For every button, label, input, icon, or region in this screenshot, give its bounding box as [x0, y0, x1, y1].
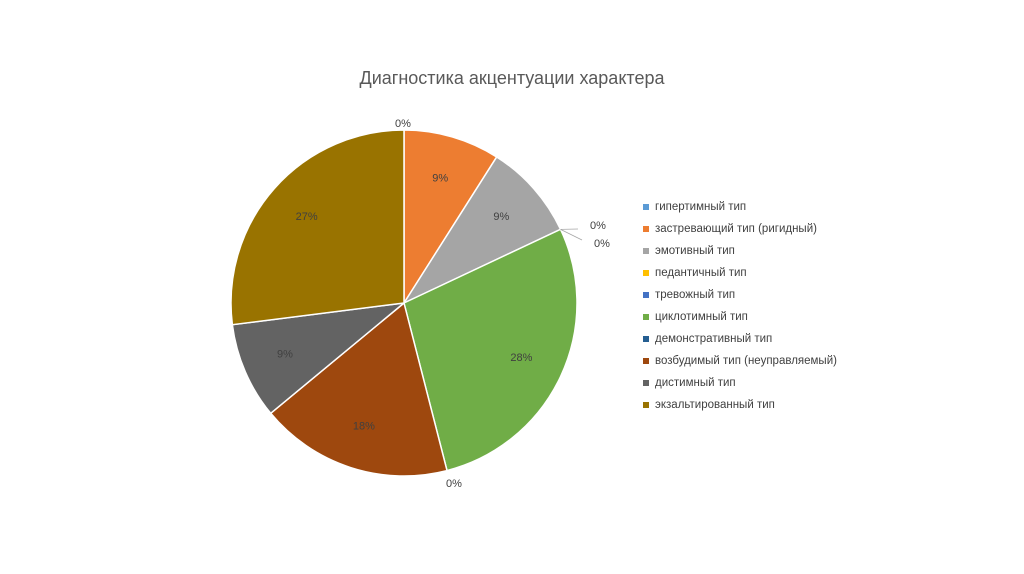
- legend-label: возбудимый тип (неуправляемый): [655, 355, 837, 367]
- legend-swatch: [643, 248, 649, 254]
- pie-slice: [403, 228, 578, 472]
- legend-item: экзальтированный тип: [643, 394, 837, 416]
- legend-label: эмотивный тип: [655, 245, 735, 257]
- legend-swatch: [643, 204, 649, 210]
- legend-swatch: [643, 314, 649, 320]
- data-label: 0%: [590, 220, 606, 232]
- pie-slice: [230, 129, 405, 326]
- legend-label: демонстративный тип: [655, 333, 773, 345]
- data-labels: 0% 9% 9% 0% 0% 28% 0% 18% 9% 27%: [277, 118, 610, 490]
- legend-label: циклотимный тип: [655, 311, 748, 323]
- leader-lines: [560, 228, 583, 241]
- legend-label: застревающий тип (ригидный): [655, 223, 817, 235]
- data-label: 0%: [594, 238, 610, 250]
- legend-label: педантичный тип: [655, 267, 747, 279]
- legend-item: дистимный тип: [643, 372, 837, 394]
- pie-slice: [231, 301, 407, 415]
- data-label: 18%: [353, 420, 375, 432]
- data-label: 27%: [296, 211, 318, 223]
- legend-item: возбудимый тип (неуправляемый): [643, 350, 837, 372]
- data-label: 0%: [395, 118, 411, 130]
- legend-item: эмотивный тип: [643, 240, 837, 262]
- legend-swatch: [643, 270, 649, 276]
- legend-item: циклотимный тип: [643, 306, 837, 328]
- legend-item: педантичный тип: [643, 262, 837, 284]
- pie-slices: [230, 129, 578, 477]
- chart-title: Диагностика акцентуации характера: [360, 68, 666, 88]
- data-label: 9%: [277, 348, 293, 360]
- legend-item: застревающий тип (ригидный): [643, 218, 837, 240]
- legend-label: гипертимный тип: [655, 201, 747, 213]
- pie-slice: [401, 155, 562, 305]
- legend-label: дистимный тип: [655, 377, 736, 389]
- legend-label: экзальтированный тип: [655, 399, 775, 411]
- legend-item: гипертимный тип: [643, 196, 837, 218]
- legend-item: демонстративный тип: [643, 328, 837, 350]
- legend-label: тревожный тип: [655, 289, 736, 301]
- legend-swatch: [643, 292, 649, 298]
- leader-line: [560, 228, 583, 241]
- legend-swatch: [643, 402, 649, 408]
- data-label: 9%: [432, 172, 448, 184]
- legend-swatch: [643, 226, 649, 232]
- pie-slice: [269, 301, 448, 477]
- data-label: 28%: [510, 352, 532, 364]
- data-label: 0%: [446, 478, 462, 490]
- pie-slice: [403, 129, 498, 306]
- legend-swatch: [643, 358, 649, 364]
- legend-swatch: [643, 380, 649, 386]
- legend-item: тревожный тип: [643, 284, 837, 306]
- chart-legend: гипертимный тип застревающий тип (ригидны…: [643, 196, 837, 416]
- legend-swatch: [643, 336, 649, 342]
- data-label: 9%: [493, 211, 509, 223]
